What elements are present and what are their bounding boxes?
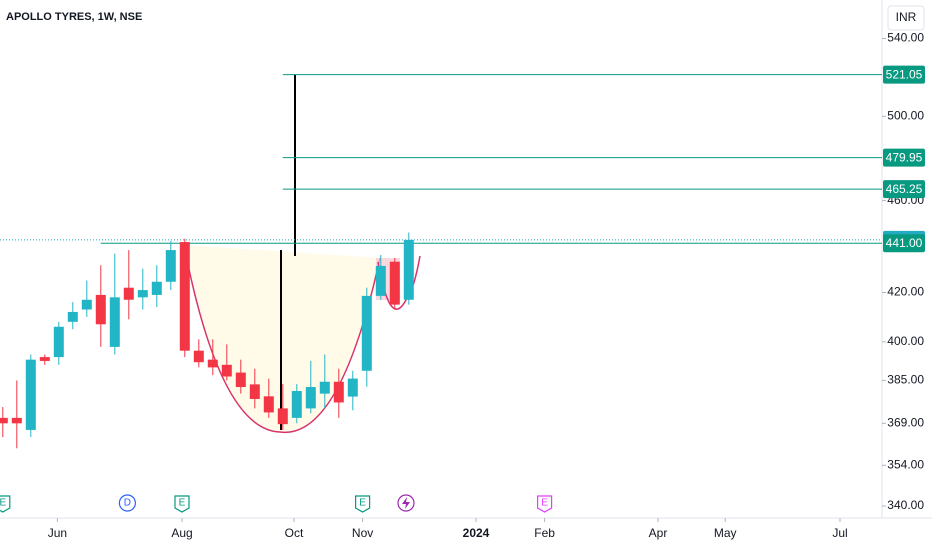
candle-body — [235, 372, 246, 388]
price-label-bg — [883, 180, 925, 199]
currency: INR — [896, 10, 917, 24]
candle-body — [109, 297, 120, 347]
candle-body — [207, 359, 218, 368]
candle-body — [53, 326, 64, 358]
candle-body — [361, 295, 372, 371]
candle-body — [263, 396, 274, 413]
candle-body — [123, 287, 134, 300]
candle-body — [347, 378, 358, 397]
x-tick-label: Apr — [649, 526, 668, 540]
candle-body — [305, 387, 316, 409]
candle-body — [179, 242, 190, 351]
price-label-bg — [883, 234, 925, 253]
event-label: D — [124, 498, 131, 509]
price-label: 441.00 — [886, 236, 923, 250]
event-icon — [355, 495, 371, 513]
candle-body — [193, 350, 204, 363]
chart-title: APOLLO TYRES, 1W, NSE — [6, 11, 142, 23]
x-tick-label: Oct — [285, 526, 304, 540]
candle-body — [39, 357, 50, 361]
cup-curve — [183, 244, 381, 434]
candle-body — [95, 294, 106, 325]
candle-body — [375, 265, 386, 296]
candle-body — [81, 299, 92, 310]
y-tick-label: 500.00 — [887, 108, 924, 122]
price-label: 521.05 — [886, 67, 923, 81]
x-tick-label: Jul — [832, 526, 847, 540]
x-tick-label: Feb — [534, 526, 555, 540]
x-tick-label: Aug — [171, 526, 192, 540]
y-tick-label: 540.00 — [887, 31, 924, 45]
y-tick-label: 385.00 — [887, 373, 924, 387]
x-tick-label: May — [714, 526, 737, 540]
price-label-bg — [883, 148, 925, 167]
candle-body — [151, 281, 162, 295]
candle-body — [137, 290, 148, 298]
event-icon — [0, 495, 11, 513]
y-tick-label: 369.00 — [887, 416, 924, 430]
event-icon — [402, 497, 410, 509]
candle-body — [389, 261, 400, 305]
x-tick-label: 2024 — [463, 526, 490, 540]
event-label: E — [179, 498, 186, 509]
candle-body — [25, 359, 36, 430]
event-icon — [118, 494, 137, 512]
y-tick-label: 340.00 — [887, 498, 924, 512]
currency-box — [887, 5, 925, 31]
candle-body — [319, 381, 330, 394]
event-icon — [174, 495, 190, 513]
y-tick-label: 354.00 — [887, 457, 924, 471]
x-tick-label: Nov — [352, 526, 373, 540]
candle-body — [11, 417, 22, 424]
candle-body — [403, 239, 414, 300]
candle-body — [67, 311, 78, 322]
candle-body — [249, 384, 260, 399]
event-label: E — [0, 498, 6, 509]
price-label-bg — [883, 65, 925, 84]
event-label: E — [359, 498, 366, 509]
price-label: 479.95 — [886, 150, 923, 164]
event-icon — [537, 495, 553, 513]
y-tick-label: 420.00 — [887, 285, 924, 299]
price-label: 465.25 — [886, 182, 923, 196]
candle-body — [277, 408, 288, 425]
y-tick-label: 400.00 — [887, 334, 924, 348]
candle-body — [221, 364, 232, 377]
candle-body — [165, 250, 176, 282]
candle-body — [333, 381, 344, 403]
candle-body — [291, 390, 302, 418]
x-tick-label: Jun — [48, 526, 67, 540]
candle-body — [0, 417, 8, 424]
event-label: E — [541, 498, 548, 509]
